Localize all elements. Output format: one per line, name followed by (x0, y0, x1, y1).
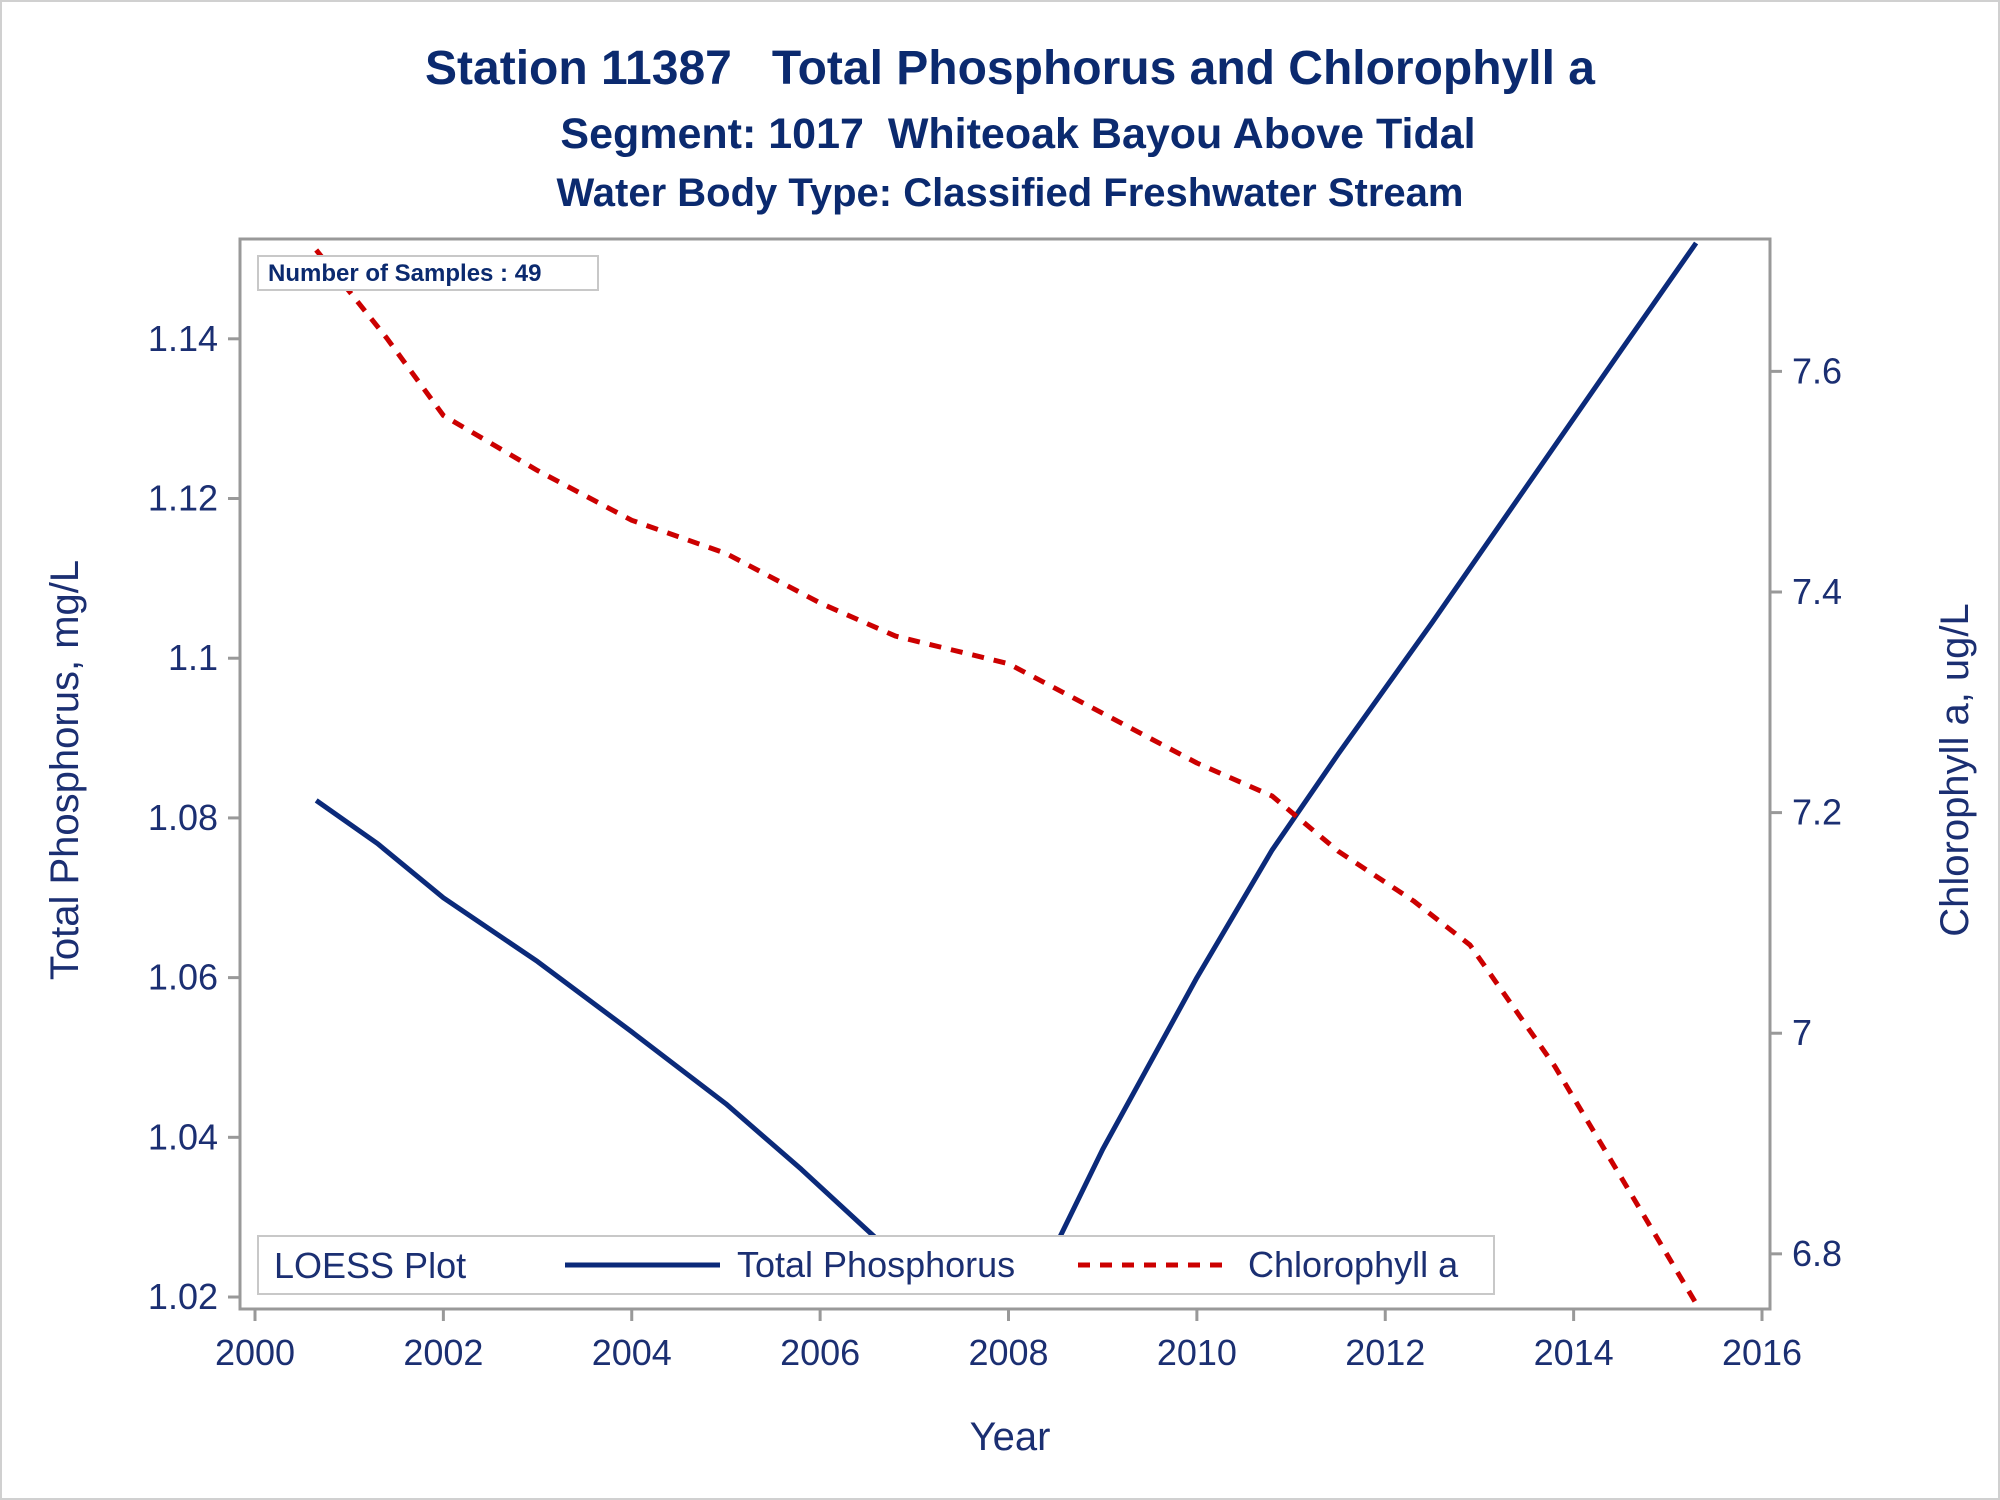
left-y-tick-label: 1.04 (148, 1116, 218, 1157)
chart-subtitle: Segment: 1017 Whiteoak Bayou Above Tidal (560, 110, 1475, 158)
x-tick-label: 2012 (1345, 1332, 1425, 1373)
left-y-tick-label: 1.02 (148, 1276, 218, 1317)
chart-subtitle-2: Water Body Type: Classified Freshwater S… (557, 171, 1464, 215)
right-y-tick-label: 6.8 (1792, 1233, 1842, 1274)
left-y-axis-label: Total Phosphorus, mg/L (43, 560, 87, 980)
legend-box (257, 1235, 1495, 1295)
x-axis-label: Year (970, 1415, 1051, 1459)
left-y-tick-label: 1.06 (148, 957, 218, 998)
legend-label-total-phosphorus: Total Phosphorus (737, 1244, 1015, 1285)
x-tick-label: 2014 (1534, 1332, 1614, 1373)
left-y-tick-label: 1.14 (148, 318, 218, 359)
right-y-axis-ticks: 6.8 7 7.2 7.4 7.6 (1770, 350, 1842, 1274)
right-y-tick-label: 7.2 (1792, 792, 1842, 833)
legend-label-chlorophyll-a: Chlorophyll a (1248, 1244, 1459, 1285)
right-y-tick-label: 7.6 (1792, 350, 1842, 391)
right-y-axis-label: Chlorophyll a, ug/L (1933, 603, 1977, 937)
right-y-tick-label: 7 (1792, 1012, 1812, 1053)
legend-title: LOESS Plot (274, 1245, 466, 1286)
x-tick-label: 2008 (968, 1332, 1048, 1373)
x-tick-label: 2010 (1157, 1332, 1237, 1373)
left-y-axis-ticks: 1.02 1.04 1.06 1.08 1.1 1.12 1.14 (148, 318, 240, 1317)
x-axis-ticks: 2000 2002 2004 2006 2008 2010 2012 2014 2016 (215, 1309, 1802, 1373)
x-tick-label: 2016 (1722, 1332, 1802, 1373)
x-tick-label: 2002 (403, 1332, 483, 1373)
sample-count-box (257, 255, 599, 291)
x-tick-label: 2000 (215, 1332, 295, 1373)
left-y-tick-label: 1.08 (148, 797, 218, 838)
plot-area (238, 237, 1772, 1311)
x-tick-label: 2006 (780, 1332, 860, 1373)
sample-count-text: Number of Samples : 49 (268, 260, 541, 287)
left-y-tick-label: 1.1 (168, 637, 218, 678)
left-y-tick-label: 1.12 (148, 478, 218, 519)
chart-title: Station 11387 Total Phosphorus and Chlor… (425, 42, 1595, 95)
right-y-tick-label: 7.4 (1792, 571, 1842, 612)
x-tick-label: 2004 (592, 1332, 672, 1373)
series-line-chlorophyll-a (314, 248, 1699, 1305)
